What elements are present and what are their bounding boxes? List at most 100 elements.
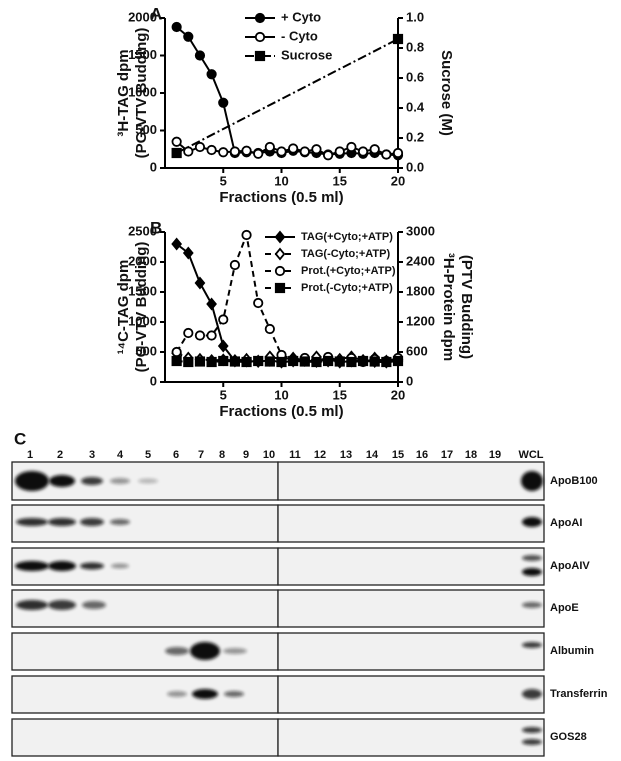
legend-label: - Cyto (281, 28, 318, 43)
marker (369, 144, 380, 155)
marker (171, 136, 182, 147)
blot-box (11, 589, 279, 628)
blot-box (277, 504, 545, 543)
y2-tick-label: 3000 (406, 223, 435, 238)
x-tick-label: 20 (391, 173, 405, 188)
marker (229, 259, 240, 271)
protein-label: GOS28 (550, 731, 587, 743)
band (167, 691, 187, 697)
band (138, 478, 158, 484)
marker (183, 356, 194, 368)
marker (171, 237, 183, 251)
y2-tick-label: 1.0 (406, 9, 424, 24)
marker (194, 330, 206, 341)
marker (241, 229, 252, 241)
marker (253, 148, 264, 159)
marker (194, 141, 206, 153)
series-line (176, 352, 399, 363)
lane-label: WCL (518, 449, 543, 461)
x-axis-label: Fractions (0.5 ml) (219, 403, 343, 420)
lane-label: 13 (340, 449, 352, 461)
y2-tick-label: 0.8 (406, 39, 424, 54)
x-tick-label: 20 (391, 387, 405, 402)
band (165, 647, 189, 655)
band (522, 689, 542, 699)
marker (218, 314, 229, 325)
band (192, 689, 218, 699)
blot-box (277, 718, 545, 757)
y2-tick-label: 0.4 (406, 99, 425, 114)
marker (171, 21, 182, 33)
legend-label: TAG(+Cyto;+ATP) (301, 231, 393, 243)
band (48, 600, 76, 610)
band (16, 518, 48, 526)
y2-axis-label: ³H-Protein dpm (440, 253, 457, 361)
marker (229, 146, 240, 157)
marker (357, 146, 369, 157)
marker (311, 144, 322, 155)
lane-label: 16 (416, 449, 428, 461)
marker (218, 355, 229, 367)
band (48, 518, 76, 526)
blot-box (277, 675, 545, 714)
lane-label: 2 (57, 449, 63, 461)
y2-tick-label: 0.6 (406, 69, 424, 84)
band (522, 602, 542, 608)
marker (183, 31, 194, 42)
y-tick-label: 2500 (128, 223, 157, 238)
legend-label: Sucrose (281, 47, 332, 62)
lane-label: 14 (366, 449, 379, 461)
marker (183, 327, 194, 339)
lane-label: 19 (489, 449, 501, 461)
y2-tick-label: 0.2 (406, 129, 424, 144)
band (190, 642, 220, 660)
marker (253, 355, 264, 367)
y-tick-label: 1000 (128, 313, 157, 328)
marker (206, 69, 217, 80)
x-tick-label: 15 (333, 173, 347, 188)
marker (276, 356, 287, 368)
marker (299, 356, 310, 367)
marker (274, 230, 286, 244)
y-tick-label: 0 (150, 159, 157, 174)
marker (264, 356, 275, 367)
marker (206, 297, 217, 311)
x-axis-label: Fractions (0.5 ml) (219, 189, 343, 206)
y-axis-label: (PG-VTV Budding) (133, 28, 150, 159)
lane-label: 17 (441, 449, 453, 461)
x-tick-label: 10 (274, 387, 288, 402)
marker (334, 356, 345, 367)
marker (241, 145, 252, 156)
y2-tick-label: 1200 (406, 313, 435, 328)
band (522, 555, 542, 561)
marker (276, 146, 287, 157)
y-axis-label: (PG-VTV Budding) (133, 242, 150, 373)
marker (253, 297, 264, 309)
series-line (176, 38, 399, 154)
y2-tick-label: 0.0 (406, 159, 424, 174)
y2-tick-label: 0 (406, 373, 413, 388)
marker (206, 144, 217, 156)
lane-label: 8 (219, 449, 225, 461)
lane-label: 7 (198, 449, 204, 461)
band (81, 477, 103, 485)
marker (241, 356, 252, 368)
marker (274, 247, 286, 261)
lane-label: 10 (263, 449, 275, 461)
marker (218, 97, 229, 108)
marker (346, 141, 357, 153)
y-tick-label: 1000 (128, 84, 157, 99)
marker (171, 147, 182, 159)
band (111, 563, 129, 569)
panel-label: B (150, 218, 162, 237)
legend-label: Prot.(-Cyto;+ATP) (301, 282, 393, 294)
marker (171, 346, 182, 358)
marker (206, 356, 217, 368)
band (49, 475, 75, 487)
legend-label: + Cyto (281, 9, 321, 24)
marker (194, 356, 206, 367)
protein-label: ApoB100 (550, 475, 598, 487)
band (80, 518, 104, 526)
band (522, 739, 542, 745)
